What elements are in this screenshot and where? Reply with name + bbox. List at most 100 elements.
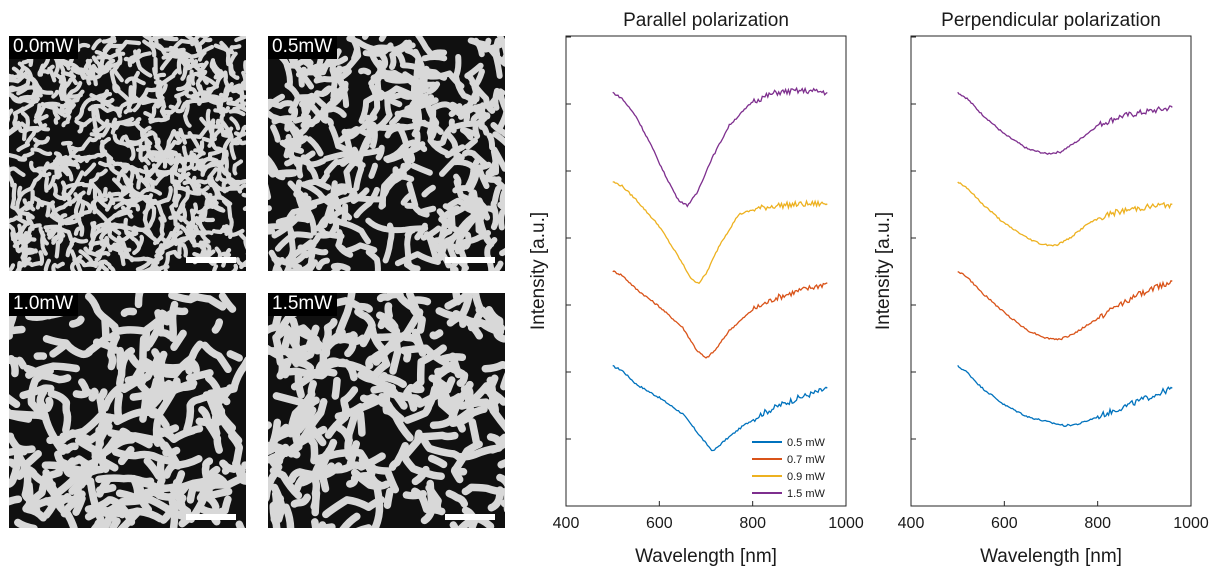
nanostructure (371, 332, 422, 347)
nanostructure (114, 391, 124, 421)
nanostructure (293, 472, 309, 493)
nanostructure (84, 293, 110, 343)
nanostructure (219, 40, 231, 67)
nanostructure (290, 250, 309, 266)
nanostructure (400, 429, 423, 461)
nanostructure (55, 157, 81, 180)
nanostructure (500, 372, 505, 391)
nanostructure (98, 430, 122, 473)
nanostructure (231, 179, 246, 188)
x-tick-label: 1000 (1173, 515, 1209, 532)
nanostructure (124, 375, 146, 385)
nanostructure (128, 353, 187, 373)
nanostructure (203, 465, 221, 511)
nanostructure (486, 433, 505, 445)
series-line-0.9-mw (612, 181, 828, 285)
nanostructure (139, 379, 173, 423)
nanostructure (394, 251, 441, 267)
nanostructure (456, 514, 482, 528)
nanostructure (279, 169, 298, 178)
nanostructure (198, 240, 208, 258)
nanostructure (468, 418, 480, 445)
nanostructure (321, 88, 348, 114)
nanostructure (105, 191, 121, 199)
nanostructure (450, 440, 483, 475)
nanostructure (315, 55, 349, 75)
nanostructure (52, 182, 72, 201)
nanostructure (61, 140, 73, 146)
nanostructure (334, 403, 365, 421)
nanostructure (211, 264, 219, 271)
nanostructure (221, 172, 232, 194)
series-line-0.7-mw (612, 270, 828, 359)
nanostructure (414, 222, 428, 241)
nanostructure (38, 63, 45, 77)
nanostructure (145, 307, 189, 349)
nanostructure (416, 376, 456, 408)
nanostructure (451, 467, 464, 484)
nanostructure (77, 42, 91, 49)
nanostructure (171, 47, 190, 60)
nanostructure (117, 105, 124, 115)
nanostructure (9, 451, 22, 488)
sem-texture (9, 293, 246, 528)
nanostructure (9, 122, 22, 134)
nanostructure (78, 249, 95, 267)
plot-frame (565, 35, 847, 507)
nanostructure (94, 250, 111, 262)
nanostructure (137, 470, 186, 493)
nanostructure (186, 481, 198, 504)
nanostructure (290, 493, 311, 508)
nanostructure (205, 108, 217, 142)
nanostructure (110, 225, 122, 236)
nanostructure (21, 248, 38, 256)
nanostructure (307, 188, 348, 207)
legend-label: 0.9 mW (787, 471, 826, 483)
nanostructure (365, 121, 373, 145)
nanostructure (406, 181, 419, 209)
nanostructure (186, 220, 196, 245)
nanostructure (343, 114, 378, 141)
nanostructure (35, 160, 59, 172)
nanostructure (490, 122, 505, 137)
nanostructure (170, 329, 187, 351)
nanostructure (313, 68, 352, 84)
nanostructure (239, 78, 246, 110)
nanostructure (111, 448, 179, 466)
nanostructure (369, 83, 381, 119)
nanostructure (102, 39, 115, 53)
nanostructure (153, 216, 165, 246)
nanostructure (221, 228, 245, 237)
nanostructure (175, 500, 192, 516)
nanostructure (488, 439, 505, 454)
series-line-0.7-mw (957, 271, 1173, 341)
nanostructure (9, 73, 15, 79)
nanostructure (82, 162, 97, 177)
nanostructure (161, 93, 182, 115)
nanostructure (375, 48, 389, 70)
nanostructure (66, 170, 85, 198)
nanostructure (411, 465, 430, 486)
nanostructure (34, 103, 42, 118)
sem-image-2: 0.5mW (268, 36, 505, 271)
nanostructure (384, 119, 428, 139)
nanostructure (117, 508, 142, 528)
nanostructure (100, 91, 113, 108)
nanostructure (193, 140, 205, 163)
nanostructure (171, 129, 183, 144)
nanostructure (382, 222, 395, 264)
nanostructure (444, 144, 466, 159)
nanostructure (154, 68, 180, 86)
nanostructure (10, 231, 20, 253)
series-line-0.5-mw (957, 365, 1173, 428)
nanostructure (9, 166, 26, 177)
nanostructure (172, 181, 179, 203)
nanostructure (54, 236, 64, 259)
nanostructure (9, 215, 31, 226)
nanostructure (47, 66, 57, 83)
sem-power-label: 0.5mW (268, 36, 338, 59)
nanostructure (189, 293, 227, 311)
nanostructure (214, 495, 232, 517)
nanostructure (98, 259, 116, 271)
nanostructure (285, 228, 296, 263)
